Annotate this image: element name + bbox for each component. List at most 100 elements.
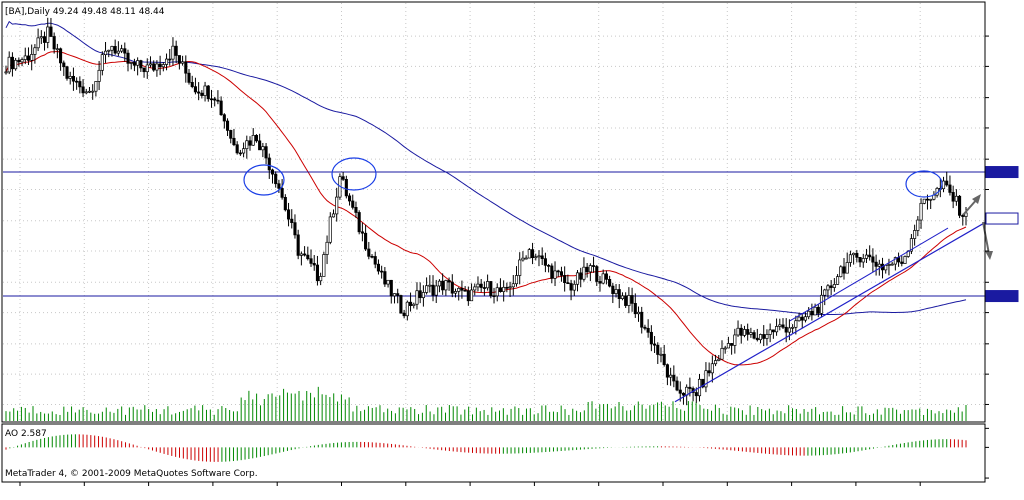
candle-body: [283, 196, 287, 211]
candle-body: [470, 289, 474, 302]
candle-body: [633, 303, 637, 315]
candle-body: [383, 271, 387, 285]
candle-body: [765, 334, 769, 339]
candle-body: [893, 257, 897, 265]
candle-body: [152, 63, 156, 71]
candle-body: [553, 270, 557, 279]
candle-body: [916, 219, 920, 231]
candle-body: [781, 324, 785, 328]
candle-body: [145, 64, 149, 73]
candle-body: [248, 140, 252, 146]
candle-body: [267, 157, 271, 171]
candle-body: [386, 279, 390, 285]
candle-body: [604, 273, 608, 280]
candle-body: [913, 230, 917, 239]
candle-body: [803, 316, 808, 321]
candle-body: [749, 332, 753, 335]
candle-body: [213, 98, 217, 101]
candle-body: [925, 198, 930, 201]
candle-body: [168, 58, 172, 61]
candle-body: [714, 360, 718, 365]
fast-moving-average-line: [5, 50, 967, 366]
candle-body: [771, 329, 775, 333]
candle-body: [447, 280, 451, 283]
candle-body: [62, 62, 66, 68]
candle-body: [177, 55, 181, 64]
candle-body: [23, 55, 27, 60]
candle-body: [229, 130, 233, 139]
candle-body: [466, 290, 470, 302]
candle-body: [376, 263, 380, 272]
candle-body: [495, 287, 499, 297]
candle-body: [312, 263, 316, 266]
candle-body: [521, 257, 525, 261]
candle-body: [941, 180, 946, 190]
candle-body: [296, 234, 300, 256]
candle-body: [264, 146, 268, 159]
highlight-circle: [905, 170, 943, 198]
candle-body: [232, 137, 236, 146]
oscillator-header: AO 2.587: [5, 429, 47, 439]
candle-body: [852, 252, 856, 256]
candle-body: [331, 213, 336, 218]
candle-body: [49, 26, 53, 37]
candle-body: [209, 98, 214, 101]
candle-body: [123, 48, 127, 54]
candle-body: [203, 85, 207, 96]
candle-body: [132, 62, 136, 66]
candle-body: [161, 64, 165, 68]
candle-body: [575, 272, 580, 285]
candle-body: [823, 289, 827, 296]
candle-body: [405, 301, 409, 317]
price-tag-box: [985, 166, 1019, 179]
candle-body: [222, 114, 226, 122]
candle-body: [903, 256, 907, 264]
candle-body: [746, 329, 750, 335]
candle-body: [836, 276, 840, 285]
candle-body: [723, 347, 727, 350]
candle-body: [826, 285, 830, 291]
highlight-circle: [243, 164, 285, 196]
candle-body: [197, 91, 201, 94]
main-panel-frame: [1, 1, 986, 423]
candle-body: [951, 192, 955, 202]
candle-body: [646, 327, 650, 333]
candle-body: [245, 140, 249, 150]
candle-body: [26, 55, 31, 61]
trend-line-support: [789, 227, 949, 322]
candle-body: [636, 311, 641, 315]
candlesticks: [4, 17, 968, 406]
candle-body: [572, 283, 576, 291]
candle-body: [887, 264, 891, 266]
candle-body: [566, 282, 570, 285]
candle-body: [848, 254, 852, 263]
candle-body: [402, 312, 406, 317]
candle-body: [309, 258, 313, 264]
candle-body: [17, 59, 21, 63]
candle-body: [794, 320, 798, 328]
candle-body: [158, 63, 162, 68]
candle-body: [518, 259, 522, 276]
highlight-circle: [331, 157, 377, 191]
candle-body: [364, 232, 368, 250]
candle-body: [428, 284, 432, 287]
candle-body: [299, 253, 303, 256]
candle-body: [78, 81, 82, 88]
candle-body: [681, 392, 686, 396]
candle-body: [107, 49, 111, 52]
candle-body: [755, 337, 759, 341]
candle-body: [81, 86, 85, 94]
candle-body: [373, 256, 377, 265]
candle-body: [694, 392, 698, 397]
candle-body: [919, 202, 923, 221]
candle-body: [174, 45, 178, 56]
candle-body: [733, 334, 737, 346]
candle-body: [84, 91, 88, 94]
candle-body: [457, 288, 461, 292]
candle-body: [653, 343, 657, 346]
candle-body: [707, 370, 711, 374]
date-axis: [19, 482, 921, 486]
candle-body: [148, 63, 153, 66]
candle-body: [71, 75, 75, 82]
candle-body: [909, 238, 913, 252]
